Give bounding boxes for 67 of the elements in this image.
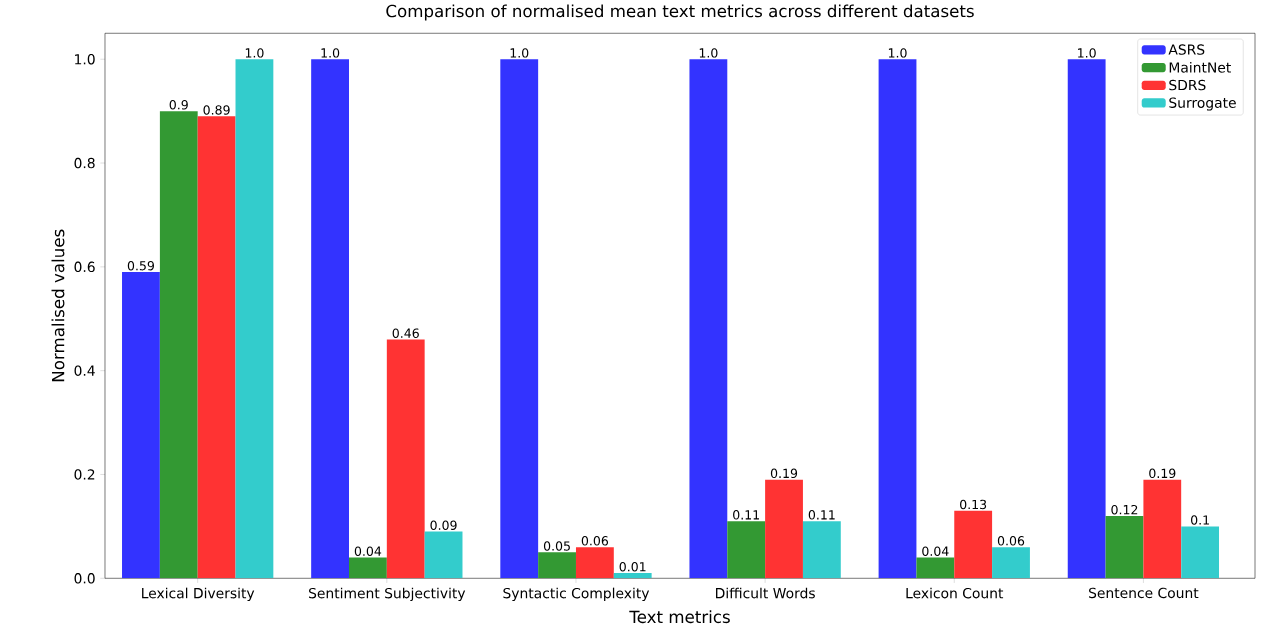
bar (1067, 59, 1106, 579)
bar (727, 521, 766, 579)
bar (992, 547, 1030, 579)
data-label: 0.06 (997, 535, 1025, 546)
data-label: 0.04 (922, 546, 949, 556)
data-label: 0.12 (1111, 504, 1138, 515)
data-label: 0.11 (733, 509, 759, 520)
data-label: 0.1 (1191, 515, 1209, 525)
data-label: 0.13 (960, 499, 987, 510)
data-label: 0.19 (1149, 468, 1176, 478)
bar (538, 552, 576, 579)
bar (1105, 515, 1144, 579)
data-label: 0.9 (169, 99, 188, 110)
data-label: 0.09 (430, 520, 457, 530)
legend-label: Surrogate (1169, 97, 1236, 111)
x-axis-title: Text metrics (629, 610, 730, 623)
bar (159, 111, 198, 579)
bar (197, 116, 236, 579)
data-label: 0.89 (203, 105, 230, 115)
y-tick-label: 0.0 (74, 572, 95, 584)
data-label: 0.06 (581, 535, 609, 546)
bar (916, 557, 955, 579)
bar (122, 271, 160, 579)
y-tick-label: 0.6 (74, 261, 95, 272)
bar (349, 557, 387, 579)
legend-label: SDRS (1169, 79, 1206, 91)
data-label: 1.0 (245, 48, 264, 58)
y-tick-label: 0.2 (74, 469, 95, 480)
legend-label: MaintNet (1169, 61, 1231, 73)
y-axis-title: Normalised values (51, 229, 65, 381)
data-label: 1.0 (888, 48, 907, 58)
x-tick-label: Lexicon Count (906, 587, 1004, 599)
data-label: 1.0 (510, 48, 529, 58)
x-tick-label: Lexical Diversity (142, 587, 255, 601)
bar (311, 59, 349, 579)
bar (613, 572, 652, 579)
y-tick-label: 0.4 (74, 365, 95, 376)
chart-title: Comparison of normalised mean text metrics across different datasets (386, 4, 974, 21)
x-tick-label: Sentence Count (1089, 587, 1199, 598)
bar (386, 339, 425, 579)
data-label: 0.59 (127, 260, 154, 271)
bar (424, 531, 463, 579)
y-tick-label: 0.8 (74, 157, 95, 169)
bar (689, 59, 728, 579)
bar (954, 510, 993, 579)
data-label: 0.11 (808, 509, 835, 520)
bar (802, 521, 841, 579)
x-tick-label: Sentiment Subjectivity (309, 587, 466, 601)
bar (500, 59, 539, 579)
bar (878, 59, 917, 579)
bar (765, 479, 803, 579)
x-tick-label: Difficult Words (716, 587, 815, 599)
y-tick-label: 1.0 (75, 53, 95, 65)
bar (575, 547, 614, 579)
bar (1181, 526, 1220, 579)
data-label: 1.0 (699, 48, 718, 58)
data-label: 1.0 (1078, 48, 1096, 58)
bar (235, 59, 274, 579)
bar (1143, 479, 1182, 579)
data-label: 0.46 (392, 328, 419, 338)
data-label: 0.19 (770, 468, 798, 478)
data-label: 1.0 (321, 48, 340, 58)
data-label: 0.04 (354, 546, 382, 556)
x-tick-label: Syntactic Complexity (503, 587, 650, 601)
data-label: 0.01 (619, 561, 646, 572)
legend-label: ASRS (1168, 44, 1205, 55)
data-label: 0.05 (543, 541, 570, 551)
